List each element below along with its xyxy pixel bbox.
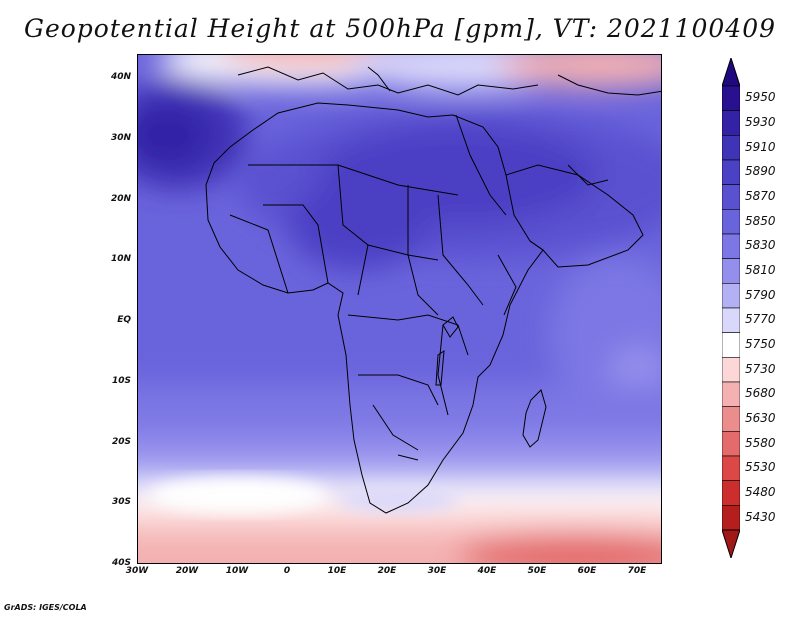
- colorbar-level-label: 5850: [745, 213, 776, 228]
- lat-tick-label: EQ: [117, 315, 131, 326]
- lon-tick-label: 60E: [577, 566, 597, 576]
- lat-tick-label: 20S: [111, 436, 131, 447]
- lake-victoria: [442, 316, 459, 338]
- colorbar-swatch: [722, 307, 740, 333]
- lat-tick-label: 10N: [110, 254, 131, 265]
- colorbar-swatch: [722, 480, 740, 506]
- asia-coast: [557, 74, 661, 96]
- colorbar-swatch: [722, 159, 740, 185]
- colorbar-level-label: 5790: [745, 287, 776, 302]
- colorbar-level-label: 5580: [745, 435, 776, 450]
- colorbar-level-label: 5680: [745, 386, 776, 401]
- colorbar: [722, 58, 740, 558]
- colorbar-level-label: 5910: [745, 139, 776, 154]
- lon-tick-label: 20E: [377, 566, 397, 576]
- red-sea-coast: [455, 114, 507, 216]
- lat-tick-label: 30N: [110, 133, 131, 143]
- colorbar-level-label: 5630: [745, 411, 776, 425]
- colorbar-swatch: [722, 505, 740, 531]
- colorbar-level-label: 5750: [745, 337, 776, 351]
- geopotential-map: [138, 55, 661, 563]
- colorbar-level-label: 5530: [745, 460, 776, 475]
- colorbar-swatch: [722, 357, 740, 383]
- lon-tick-label: 10W: [225, 566, 249, 576]
- colorbar-level-label: 5730: [745, 361, 776, 376]
- arabia-coast: [505, 164, 644, 268]
- colorbar-swatch: [722, 406, 740, 432]
- colorbar-level-label: 5430: [745, 509, 776, 524]
- colorbar-swatch: [722, 233, 740, 259]
- lat-tick-label: 40N: [110, 72, 131, 83]
- lon-tick-label: 30E: [427, 566, 447, 576]
- colorbar-level-label: 5890: [745, 164, 776, 179]
- italy-coast: [367, 66, 391, 92]
- colorbar-swatch: [722, 332, 740, 358]
- coastlines: [205, 66, 661, 514]
- lon-tick-label: 50E: [527, 566, 547, 576]
- lon-tick-label: 10E: [327, 566, 347, 576]
- colorbar-swatch: [722, 135, 740, 161]
- colorbar-swatch: [722, 85, 740, 111]
- lat-tick-label: 10S: [111, 375, 131, 386]
- lon-tick-label: 70E: [627, 566, 647, 576]
- madagascar-coast: [522, 389, 547, 448]
- lon-tick-label: 0: [283, 566, 291, 576]
- colorbar-level-label: 5480: [745, 485, 776, 499]
- colorbar-level-label: 5870: [745, 189, 776, 203]
- lat-tick-label: 40S: [111, 558, 131, 568]
- colorbar-swatch: [722, 431, 740, 457]
- lon-tick-label: 30W: [125, 566, 149, 576]
- map-panel: [137, 54, 662, 564]
- colorbar-level-label: 5830: [745, 238, 776, 253]
- colorbar-boxes: [722, 85, 740, 531]
- colorbar-bottom-arrow: [722, 529, 740, 558]
- colorbar-swatch: [722, 283, 740, 309]
- colorbar-swatch: [722, 184, 740, 210]
- gulf-coast: [567, 164, 609, 186]
- colorbar-swatch: [722, 455, 740, 481]
- colorbar-top-arrow: [722, 58, 740, 87]
- lon-tick-label: 20W: [175, 566, 199, 576]
- height-field: [138, 55, 661, 563]
- colorbar-level-label: 5930: [745, 115, 776, 129]
- colorbar-swatch: [722, 110, 740, 136]
- colorbar-level-label: 5810: [745, 263, 776, 277]
- lat-tick-label: 30S: [111, 497, 131, 508]
- lon-tick-label: 40E: [477, 566, 497, 576]
- colorbar-swatch: [722, 258, 740, 284]
- africa-coast: [205, 102, 544, 514]
- lat-tick-label: 20N: [110, 193, 131, 204]
- colorbar-swatch: [722, 209, 740, 235]
- colorbar-level-label: 5770: [745, 312, 776, 327]
- colorbar-level-label: 5950: [745, 90, 776, 105]
- grads-credit: GrADS: IGES/COLA: [4, 603, 87, 612]
- colorbar-swatch: [722, 381, 740, 407]
- lake-tanganyika: [435, 350, 445, 386]
- map-title: Geopotential Height at 500hPa [gpm], VT:…: [23, 14, 777, 43]
